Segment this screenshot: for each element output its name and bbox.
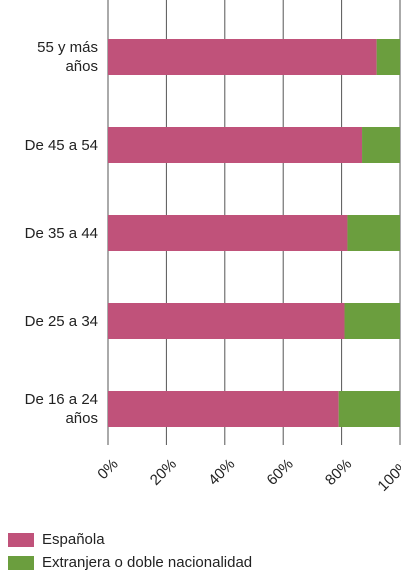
- bar-segment: [338, 391, 400, 427]
- legend-swatch: [8, 533, 34, 547]
- bar-segment: [108, 303, 345, 339]
- category-label: De 16 a 24 años: [0, 384, 98, 434]
- bar-segment: [108, 127, 363, 163]
- x-tick-label: 20%: [147, 456, 180, 489]
- category-label: 55 y más años: [0, 32, 98, 82]
- x-tick-label: 40%: [205, 456, 238, 489]
- category-text: De 16 a 24 años: [24, 391, 98, 427]
- bar-segment: [376, 39, 400, 75]
- x-tick-label: 0%: [94, 456, 121, 483]
- bar-segment: [362, 127, 400, 163]
- legend-label: Extranjera o doble nacionalidad: [42, 554, 252, 570]
- bar-segment: [347, 215, 400, 251]
- category-text: 55 y más años: [37, 39, 98, 75]
- bar-segment: [344, 303, 400, 339]
- category-label: De 35 a 44: [0, 208, 98, 258]
- category-text: De 25 a 34: [24, 312, 98, 330]
- bar-segment: [108, 215, 348, 251]
- bar-segment: [108, 39, 377, 75]
- x-tick-label: 100%: [374, 456, 401, 495]
- x-tick-label: 80%: [322, 456, 355, 489]
- category-label: De 25 a 34: [0, 296, 98, 346]
- legend-swatch: [8, 556, 34, 570]
- legend-label: Española: [42, 531, 105, 548]
- category-text: De 35 a 44: [24, 224, 98, 242]
- category-label: De 45 a 54: [0, 120, 98, 170]
- bar-segment: [108, 391, 339, 427]
- x-tick-label: 60%: [264, 456, 297, 489]
- category-text: De 45 a 54: [24, 136, 98, 154]
